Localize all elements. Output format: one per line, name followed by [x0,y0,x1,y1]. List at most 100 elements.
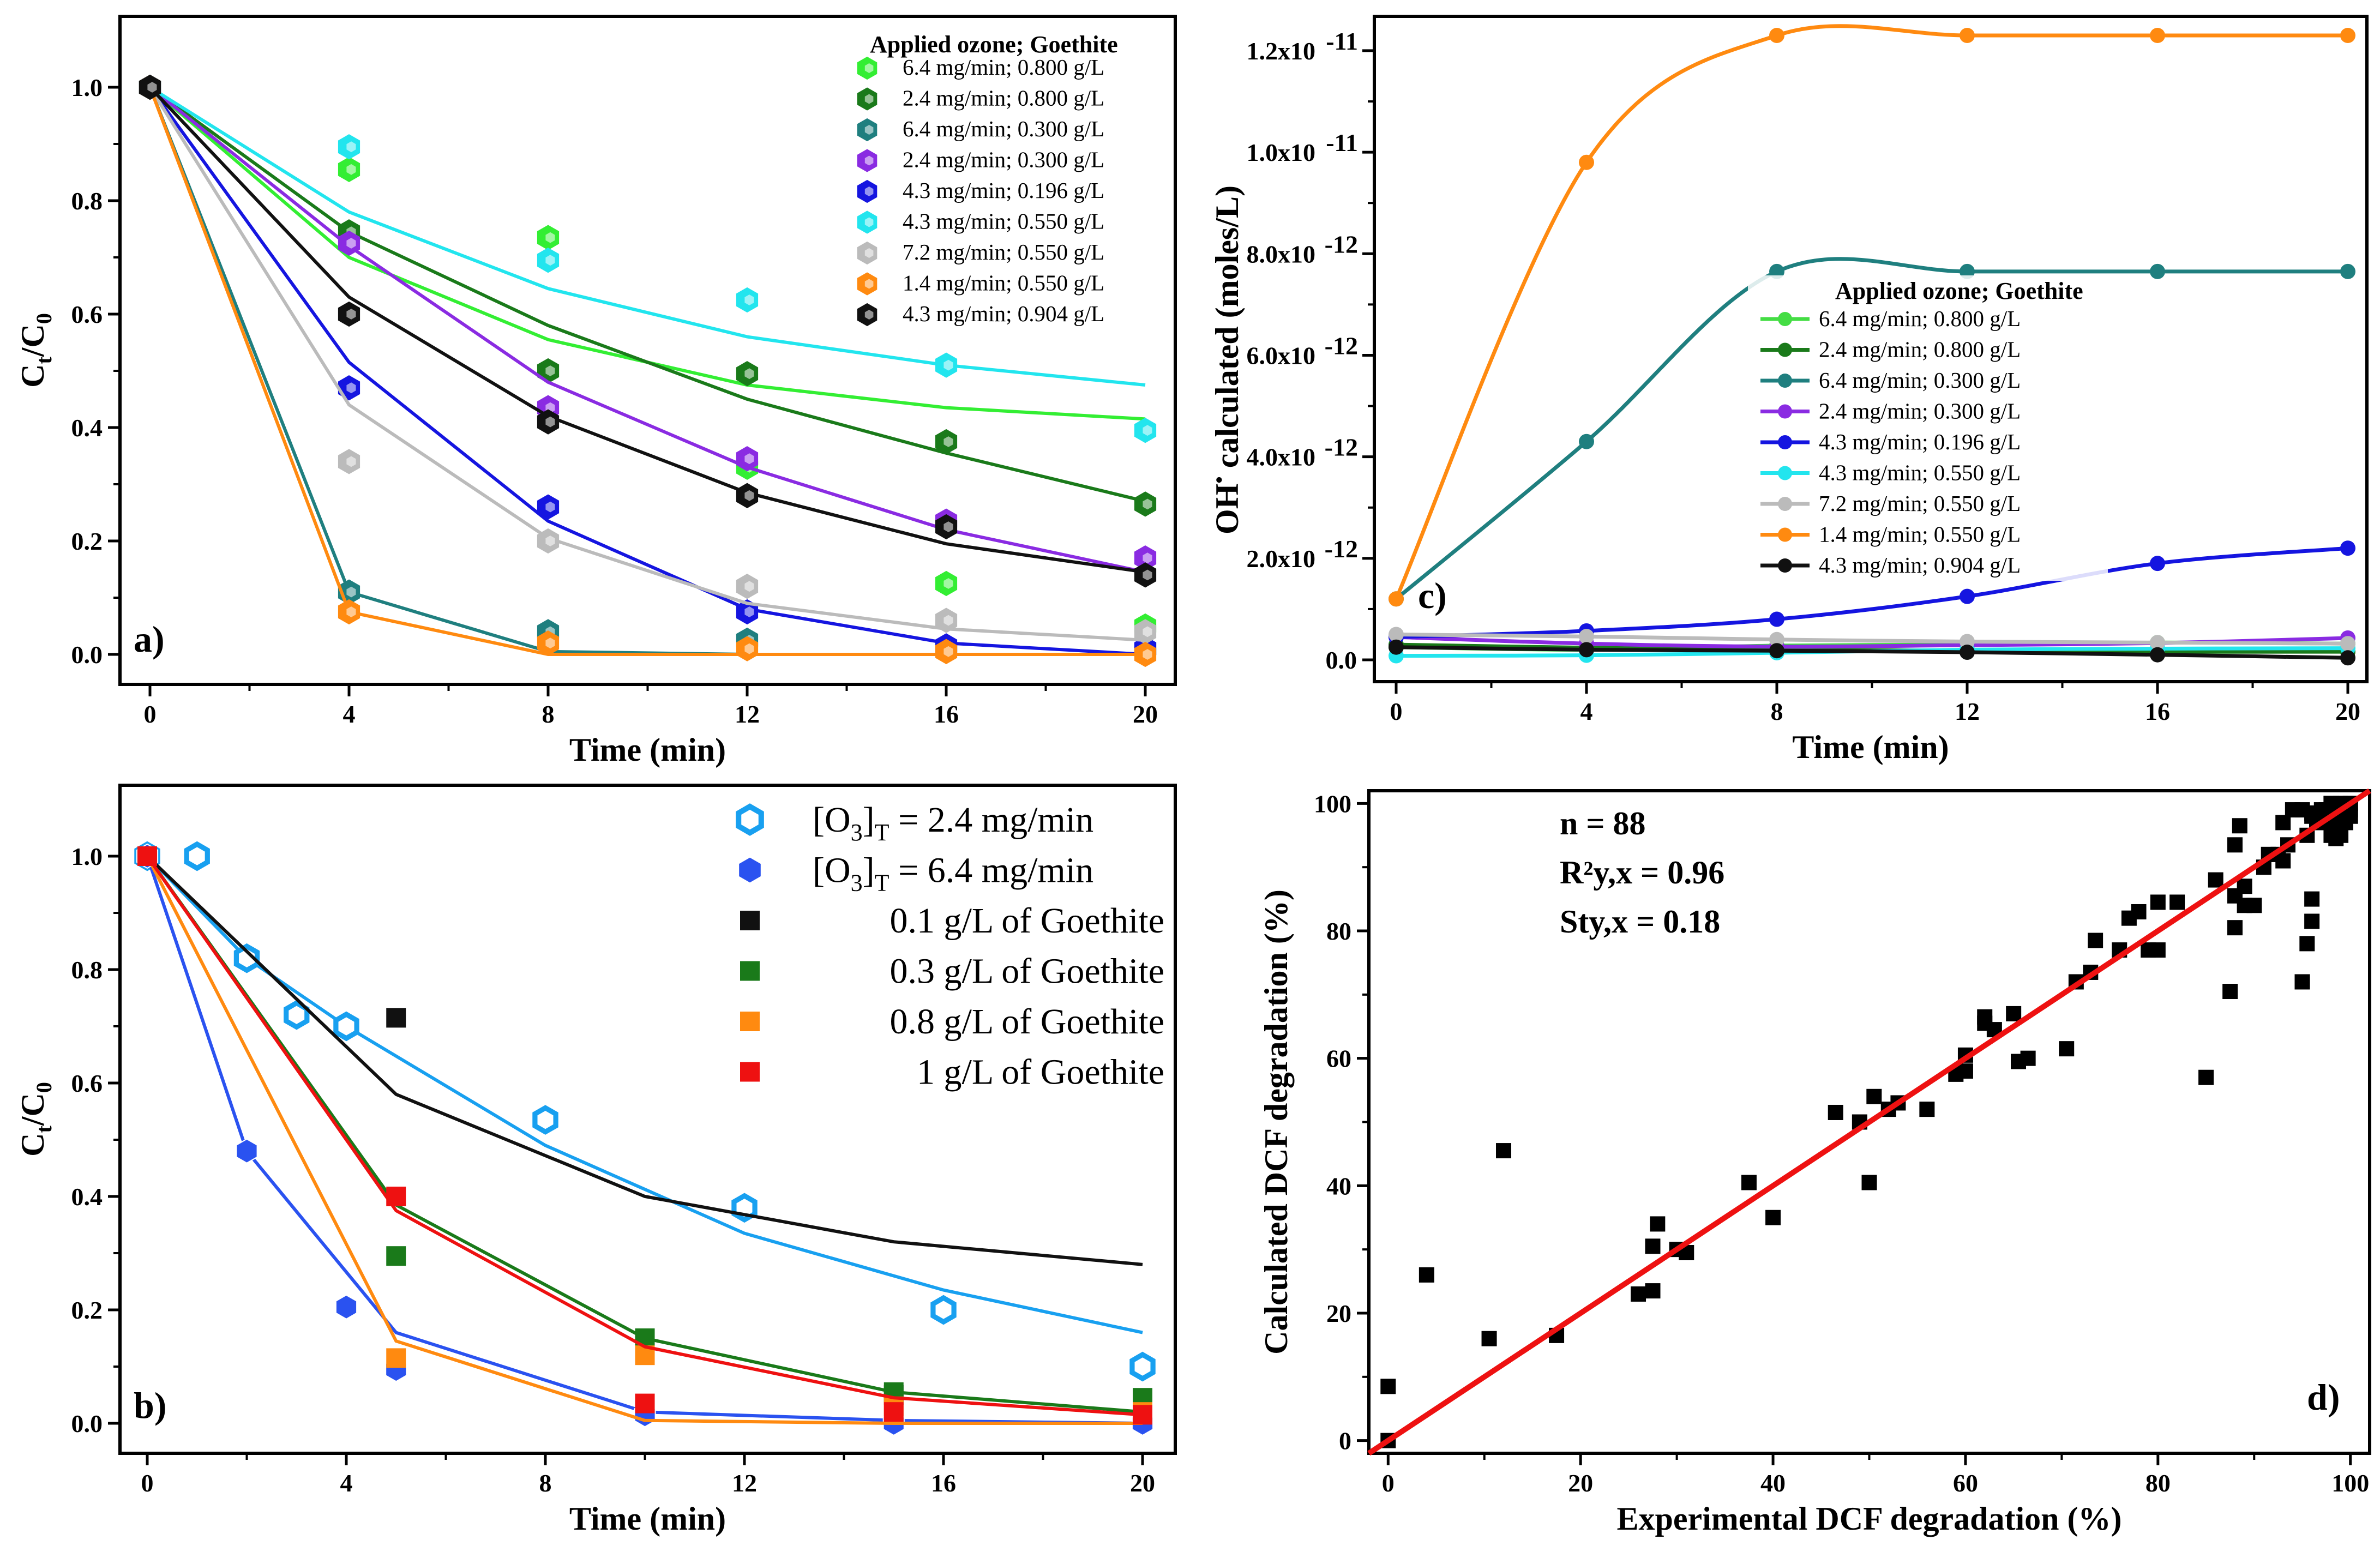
data-point [233,943,260,973]
legend-marker-highlight [864,155,874,166]
fit-line [146,855,1143,1266]
data-point-highlight [147,82,157,93]
y-tick-label: 0.2 [71,1296,103,1324]
series-4 [139,74,1157,574]
data-point [1960,28,1975,43]
data-point [2237,879,2252,894]
data-point [386,1187,406,1206]
series-6 [137,846,1152,1425]
data-point [333,1011,359,1042]
legend-background [1748,275,2108,581]
legend-marker [740,911,760,930]
fit-line [146,856,1143,1425]
fit-line [149,86,1146,574]
data-point [1960,634,1975,649]
data-point [236,1138,258,1164]
data-point [2150,556,2165,572]
x-tick-label: 4 [343,700,356,728]
data-point [2150,942,2166,958]
x-tick-label: 80 [2145,1469,2171,1497]
data-point-highlight [346,141,356,153]
legend-title: Applied ozone; Goethite [1835,278,2083,304]
x-tick-label: 8 [1771,697,1783,725]
panel-c-chart: 0 4 8 12 16 20 0.0 2.0x10 -12 4.0x10 -12 6.0x10 -12 8… [1208,15,2369,765]
y-tick-label: 20 [1326,1300,1351,1327]
legend-marker [740,1062,760,1082]
data-point-highlight [545,416,555,428]
data-point-highlight [346,309,356,320]
data-point [184,841,210,871]
data-point [1389,639,1404,655]
series-7 [1389,627,2355,652]
x-tick-label: 0 [1390,697,1403,725]
data-point-highlight [943,521,953,532]
data-point [2340,263,2355,279]
data-point-highlight [1143,649,1152,660]
data-point [1631,1286,1646,1302]
y-tick-label: 0.8 [71,956,103,984]
x-tick-label: 20 [1568,1469,1593,1497]
data-point [1960,263,1975,279]
data-point [1129,1351,1156,1382]
data-point-highlight [1143,569,1152,581]
points [1380,796,2358,1448]
legend-marker [740,961,760,981]
data-point-highlight [744,643,754,654]
legend-marker-highlight [864,279,874,289]
y-axis-title: Ct/C0 [15,1082,56,1157]
series-line [1395,257,2348,600]
y-tick-label: 0.6 [71,300,103,328]
legend-label: 6.4 mg/min; 0.300 g/L [903,116,1104,141]
legend-label: 7.2 mg/min; 0.550 g/L [1819,491,2021,516]
data-point [2198,1069,2214,1085]
y-tick-mantissa: 8.0x10 [1247,240,1316,268]
series-9 [1389,639,2355,666]
legend-label-part: = 6.4 mg/min [890,851,1094,891]
legend-label: 0.3 g/L of Goethite [890,952,1164,991]
legend-label: 4.3 mg/min; 0.196 g/L [903,178,1104,203]
y-tick-label: 8.0x10 [1247,240,1316,268]
data-point [1960,588,1975,604]
legend-marker-highlight [864,310,874,320]
y-axis-title-main: C [15,364,51,387]
legend-marker [1778,374,1792,388]
series-8 [1389,24,2355,607]
x-tick-label: 0 [141,1469,154,1497]
legend-label: 2.4 mg/min; 0.300 g/L [903,147,1104,172]
y-axis-title-sup: • [1208,476,1231,483]
y-tick-mantissa: 6.0x10 [1247,341,1316,369]
data-point [1741,1175,1757,1190]
stats-text: Sty,x = 0.18 [1560,904,1720,940]
x-tick-label: 12 [1955,697,1980,725]
y-tick-label: 0.4 [71,414,103,442]
data-point [2294,974,2310,990]
legend-label-part: ] [863,851,875,891]
data-point [2275,815,2291,831]
x-tick-label: 8 [542,700,555,728]
data-point [2275,853,2291,869]
data-point [2131,904,2147,919]
legend-marker [736,803,764,836]
data-point [335,1294,358,1320]
x-tick-label: 40 [1760,1469,1786,1497]
x-axis-title: Time (min) [1792,729,1949,765]
y-tick-label: 6.0x10 [1247,341,1316,369]
y-axis-title: Ct/C0 [15,313,56,388]
x-tick-label: 8 [539,1469,552,1497]
y-tick-label: 0.6 [71,1069,103,1097]
data-point [1765,1210,1781,1225]
series-line [1396,546,2348,639]
y-tick-label: 1.2x10 [1247,37,1316,65]
data-point [635,1393,655,1413]
data-point [2169,894,2185,910]
y-tick-label: 1.0 [71,74,103,101]
legend-marker [1778,527,1792,542]
legend-label: 2.4 mg/min; 0.800 g/L [1819,337,2021,362]
data-point-highlight [1143,425,1152,436]
y-tick-label: 0.2 [71,527,103,555]
data-point-highlight [1143,626,1152,637]
y-tick-label: 0.8 [71,187,103,215]
y-tick-label: 0.0 [71,1410,103,1437]
data-point [2304,913,2320,929]
